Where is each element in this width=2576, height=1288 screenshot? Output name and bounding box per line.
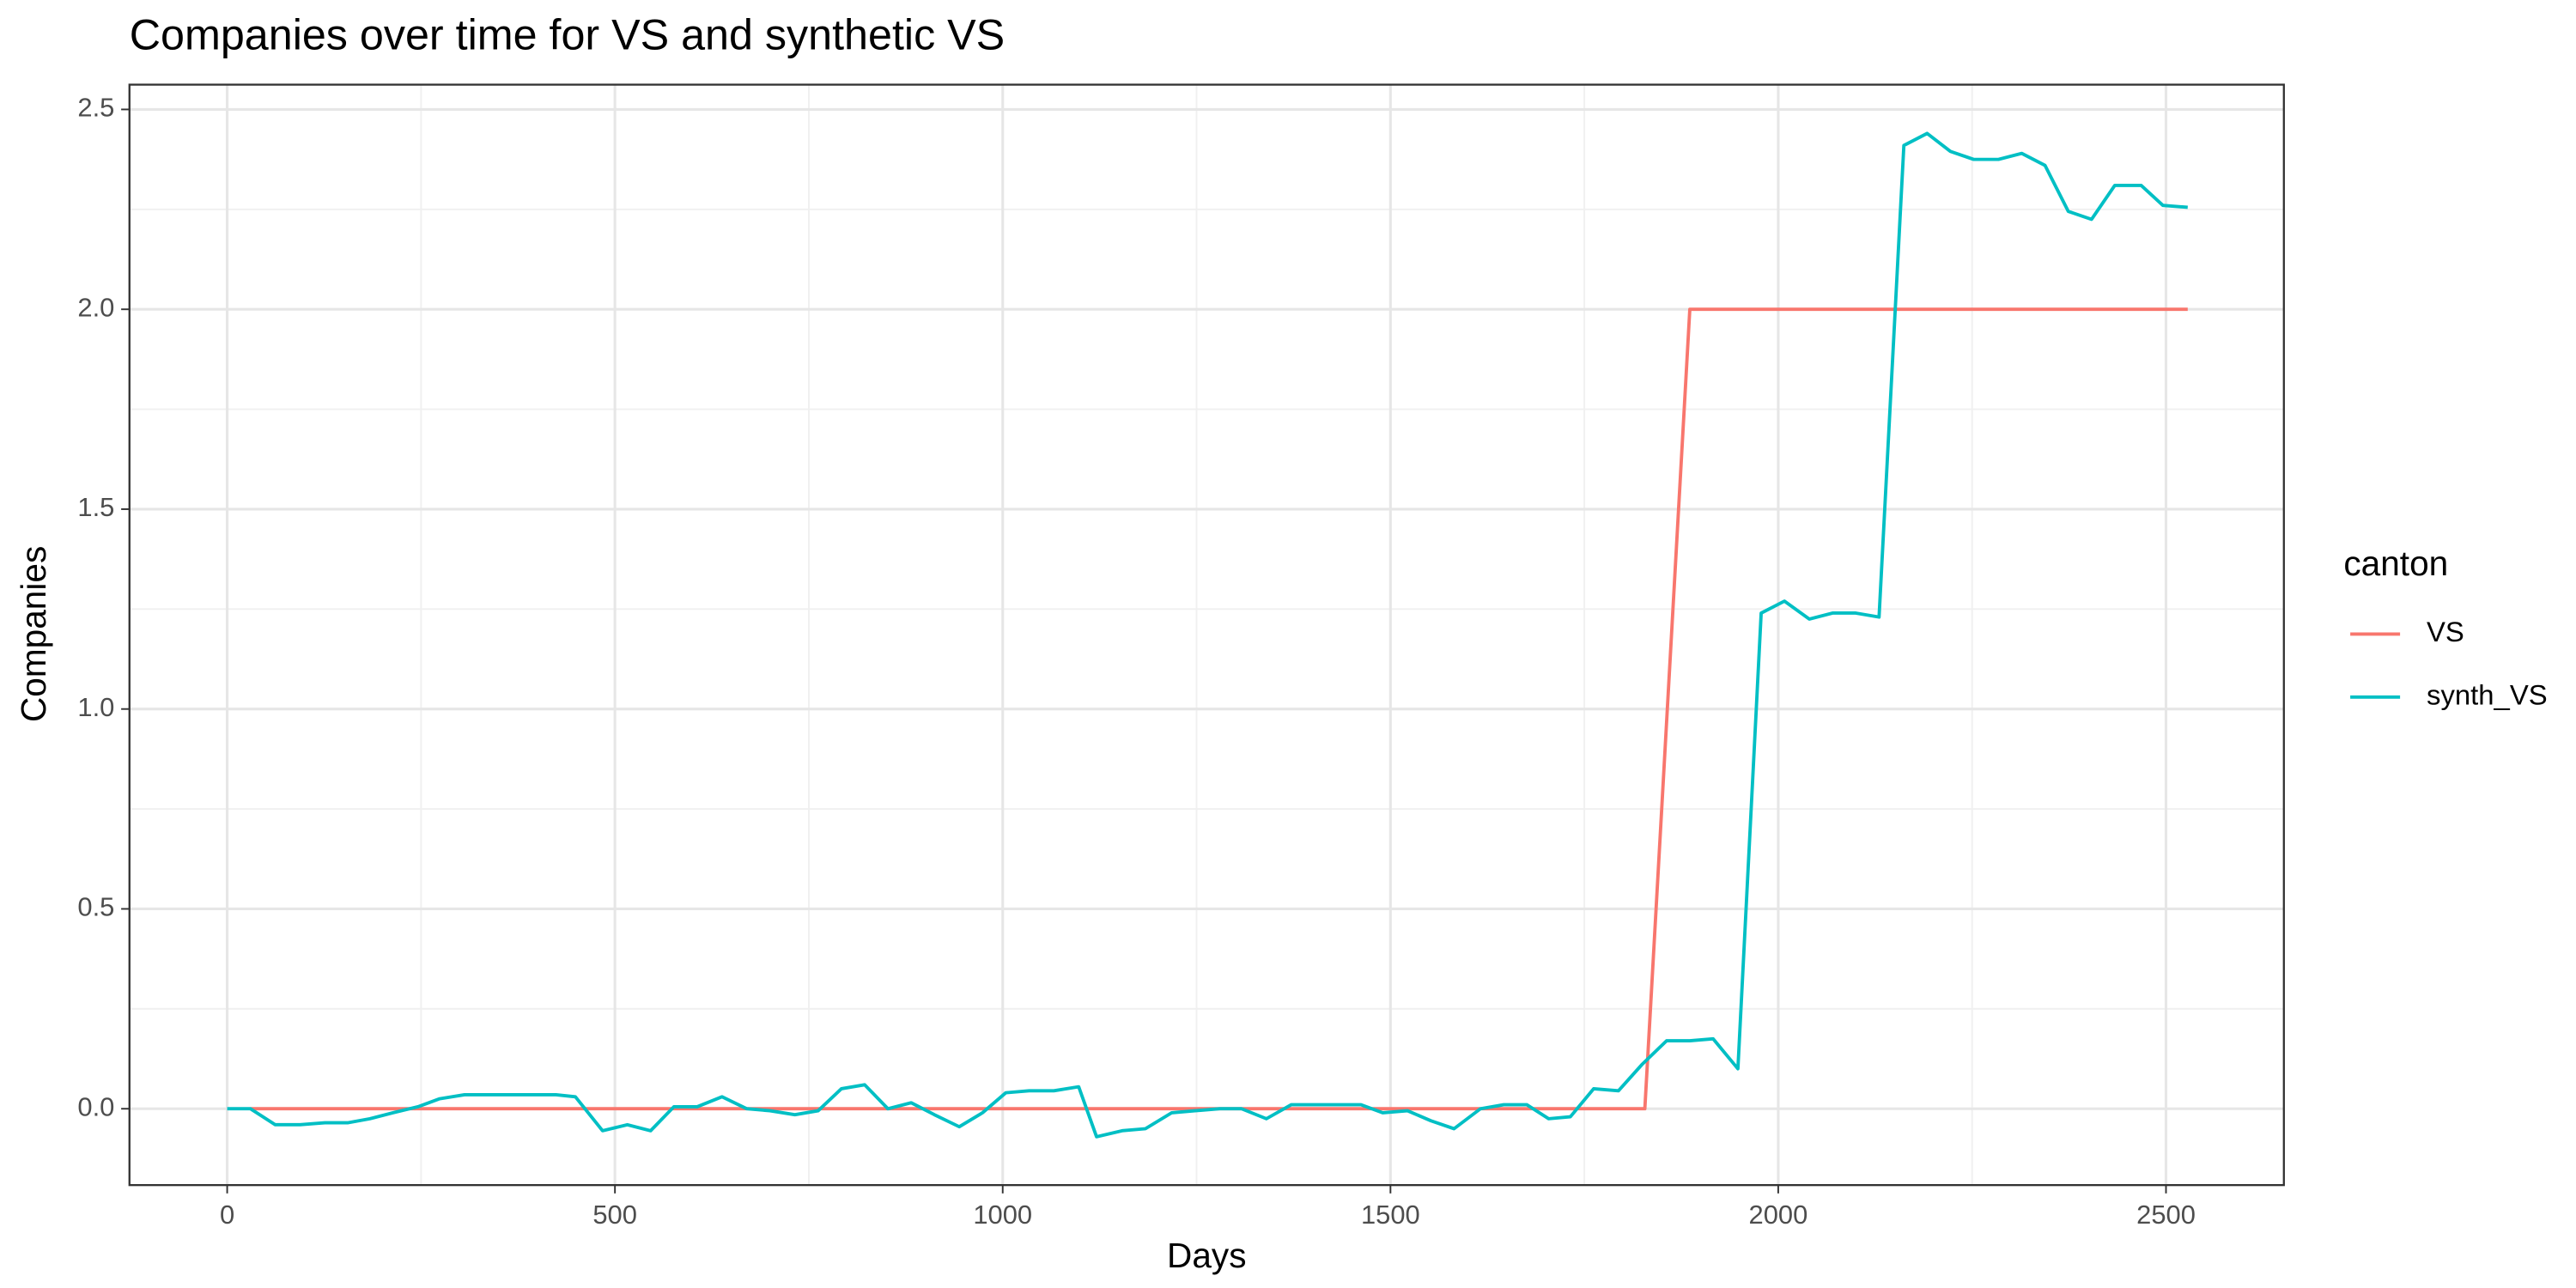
x-tick-label: 1500 bbox=[1361, 1200, 1420, 1230]
x-tick-label: 500 bbox=[592, 1200, 637, 1230]
x-tick-label: 1000 bbox=[973, 1200, 1032, 1230]
y-tick-label: 2.5 bbox=[77, 93, 114, 123]
x-axis-label: Days bbox=[1167, 1236, 1246, 1275]
legend-title: canton bbox=[2343, 544, 2448, 583]
y-tick-label: 0.0 bbox=[77, 1091, 114, 1121]
legend-label: VS bbox=[2427, 616, 2464, 647]
plot-background bbox=[129, 84, 2284, 1186]
y-tick-label: 1.0 bbox=[77, 692, 114, 722]
y-tick-label: 1.5 bbox=[77, 492, 114, 522]
plot-border bbox=[128, 83, 2285, 1187]
chart-title: Companies over time for VS and synthetic… bbox=[130, 11, 1005, 59]
series-line bbox=[250, 307, 2188, 1111]
series-line bbox=[227, 131, 2188, 1139]
x-tick-label: 0 bbox=[220, 1200, 234, 1230]
legend-label: synth_VS bbox=[2427, 679, 2548, 711]
y-tick-label: 0.5 bbox=[77, 892, 114, 922]
x-tick-label: 2000 bbox=[1749, 1200, 1808, 1230]
x-tick-label: 2500 bbox=[2136, 1200, 2196, 1230]
y-tick-label: 2.0 bbox=[77, 292, 114, 322]
y-axis-label: Companies bbox=[14, 546, 53, 722]
